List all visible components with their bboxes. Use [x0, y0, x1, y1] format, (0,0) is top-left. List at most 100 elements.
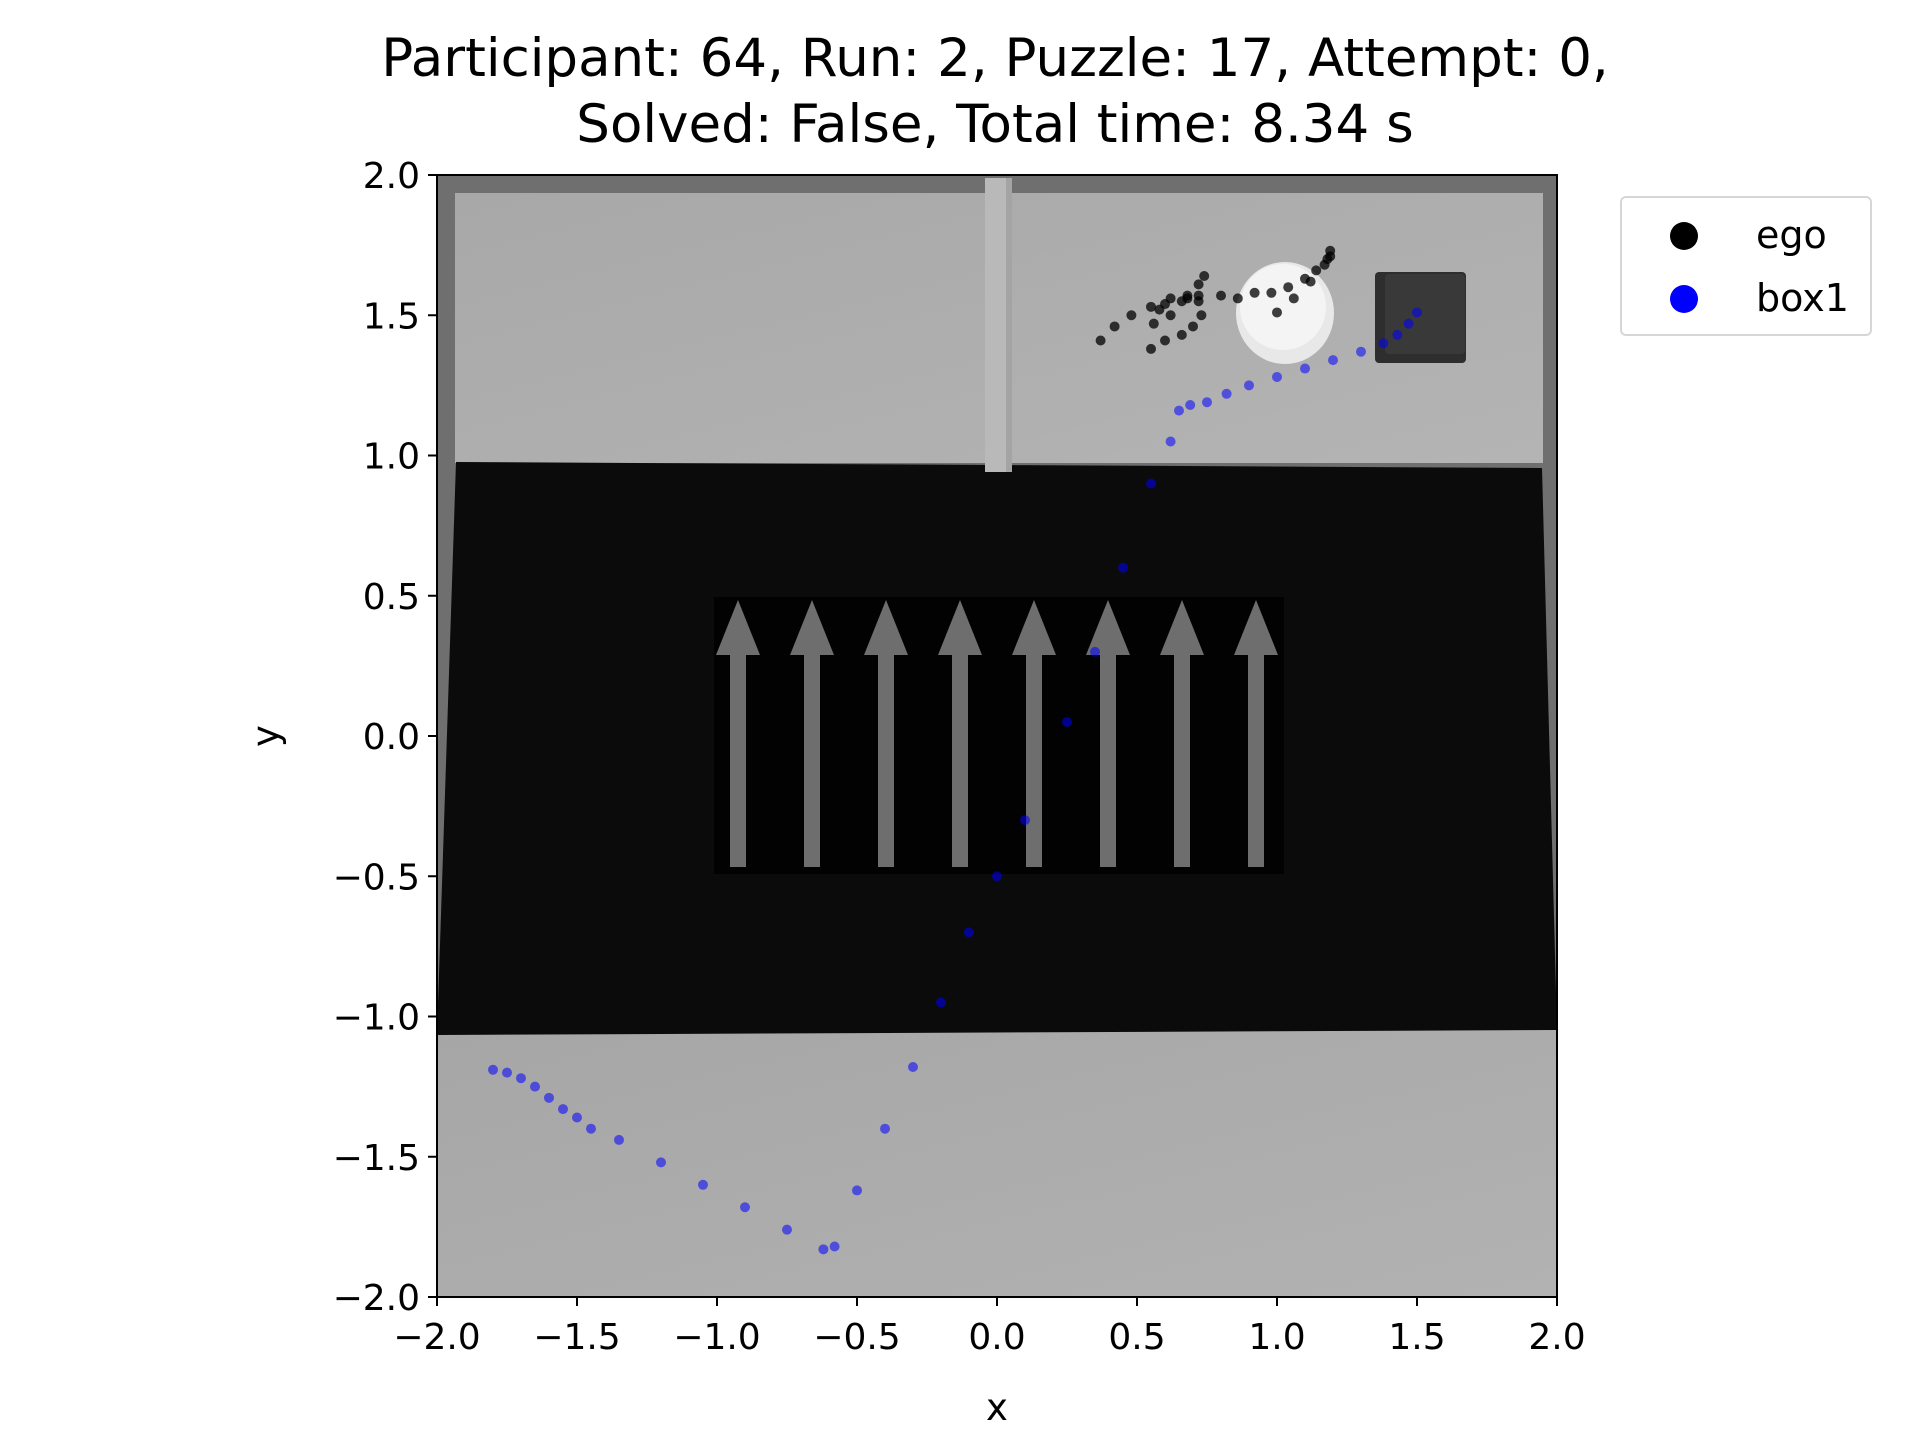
scene-arrows [716, 600, 1278, 867]
scene-background [437, 175, 1557, 1297]
data-point-ego [1188, 321, 1198, 332]
data-point-box1 [1165, 436, 1176, 447]
legend-marker-ego [1670, 222, 1698, 250]
data-point-ego [1148, 318, 1159, 329]
data-point-box1 [964, 927, 974, 938]
data-point-box1 [586, 1123, 596, 1134]
scene-arrow [1012, 600, 1056, 867]
data-point-box1 [908, 1061, 918, 1072]
data-point-ego [1126, 310, 1137, 321]
data-point-ego [1216, 290, 1226, 301]
series-ego [1095, 245, 1336, 354]
data-point-ego [1272, 307, 1282, 318]
data-point-box1 [1328, 355, 1338, 366]
data-point-ego [1311, 265, 1322, 276]
x-tick-label: 2.0 [1528, 1317, 1585, 1358]
scene-arrow [716, 600, 760, 867]
data-point-box1 [1020, 815, 1030, 826]
data-point-ego [1199, 270, 1210, 281]
chart-title-line-1: Participant: 64, Run: 2, Puzzle: 17, Att… [381, 28, 1609, 89]
data-point-box1 [1412, 307, 1422, 318]
y-tick-label: 0.5 [363, 577, 420, 618]
y-tick-label: −2.0 [333, 1278, 420, 1319]
scene-floor-bottom [438, 1025, 1557, 1297]
data-point-box1 [818, 1244, 829, 1255]
legend-marker-box1 [1670, 285, 1698, 313]
x-axis-label: x [986, 1386, 1008, 1429]
data-point-ego [1154, 304, 1165, 315]
y-tick-label: −1.5 [333, 1138, 420, 1179]
data-point-ego [1249, 287, 1260, 298]
scene-arrow [938, 600, 982, 867]
y-axis-label: y [244, 725, 287, 747]
data-point-ego [1146, 301, 1156, 312]
legend: ego box1 [1620, 196, 1872, 336]
scene-arrow [864, 600, 908, 867]
data-point-box1 [488, 1064, 498, 1075]
data-point-box1 [1090, 646, 1100, 657]
y-tick-label: −1.0 [333, 998, 420, 1039]
data-point-box1 [1300, 363, 1310, 374]
scene-dark-box-top [1385, 274, 1465, 354]
legend-label-box1: box1 [1756, 276, 1849, 320]
data-point-ego [1160, 335, 1170, 346]
data-point-box1 [852, 1185, 862, 1196]
data-point-box1 [1378, 338, 1389, 349]
data-point-box1 [544, 1092, 554, 1103]
y-tick-label: 1.5 [363, 296, 420, 337]
x-tick-label: 1.0 [1248, 1317, 1305, 1358]
data-point-box1 [782, 1224, 792, 1235]
x-tick-label: −2.0 [393, 1317, 480, 1358]
scene-pillar-shadow [1006, 178, 1012, 472]
data-point-box1 [1185, 400, 1196, 411]
legend-item-ego: ego [1622, 210, 1870, 260]
x-axis-ticks: −2.0 −1.5 −1.0 −0.5 0.0 0.5 1.0 1.5 2.0 [393, 1297, 1586, 1358]
data-point-ego [1146, 343, 1156, 354]
scene-white-disk-top [1240, 264, 1326, 350]
y-tick-label: −0.5 [333, 857, 420, 898]
x-tick-label: −1.5 [533, 1317, 620, 1358]
chart-title-line-2: Solved: False, Total time: 8.34 s [576, 94, 1414, 155]
data-point-ego [1109, 321, 1120, 332]
x-tick-label: 0.5 [1108, 1317, 1165, 1358]
data-point-box1 [1221, 388, 1232, 399]
x-tick-label: −0.5 [813, 1317, 900, 1358]
y-tick-label: 2.0 [363, 156, 420, 197]
x-tick-label: 1.5 [1388, 1317, 1445, 1358]
data-point-box1 [614, 1134, 624, 1145]
data-point-box1 [558, 1104, 568, 1115]
data-point-box1 [1272, 371, 1282, 382]
data-point-box1 [829, 1241, 840, 1252]
data-point-box1 [530, 1081, 540, 1092]
y-tick-label: 1.0 [363, 437, 420, 478]
data-point-box1 [992, 871, 1002, 882]
scene-arrow [1086, 600, 1130, 867]
data-point-box1 [656, 1157, 666, 1168]
data-point-box1 [1403, 318, 1414, 329]
legend-item-box1: box1 [1622, 273, 1870, 323]
data-point-ego [1095, 335, 1106, 346]
data-point-box1 [1244, 380, 1254, 391]
data-point-box1 [1062, 716, 1072, 727]
data-point-box1 [1118, 562, 1128, 573]
scene-arrow [790, 600, 834, 867]
data-point-ego [1182, 293, 1193, 304]
data-point-ego [1176, 329, 1187, 340]
data-point-ego [1196, 310, 1207, 321]
data-point-ego [1288, 293, 1299, 304]
chart-title: Participant: 64, Run: 2, Puzzle: 17, Att… [0, 26, 1920, 158]
data-point-box1 [698, 1179, 708, 1190]
data-point-ego [1193, 296, 1204, 307]
data-point-ego [1193, 279, 1204, 290]
data-point-box1 [1356, 346, 1366, 357]
x-tick-label: −1.0 [673, 1317, 760, 1358]
y-axis-ticks: 2.0 1.5 1.0 0.5 0.0 −0.5 −1.0 −1.5 −2.0 [333, 156, 437, 1319]
legend-label-ego: ego [1756, 213, 1827, 257]
data-point-ego [1165, 293, 1176, 304]
data-point-box1 [880, 1123, 890, 1134]
y-tick-label: 0.0 [363, 717, 420, 758]
scene-arrow [1234, 600, 1278, 867]
data-point-box1 [516, 1073, 526, 1084]
data-point-box1 [1202, 397, 1212, 408]
